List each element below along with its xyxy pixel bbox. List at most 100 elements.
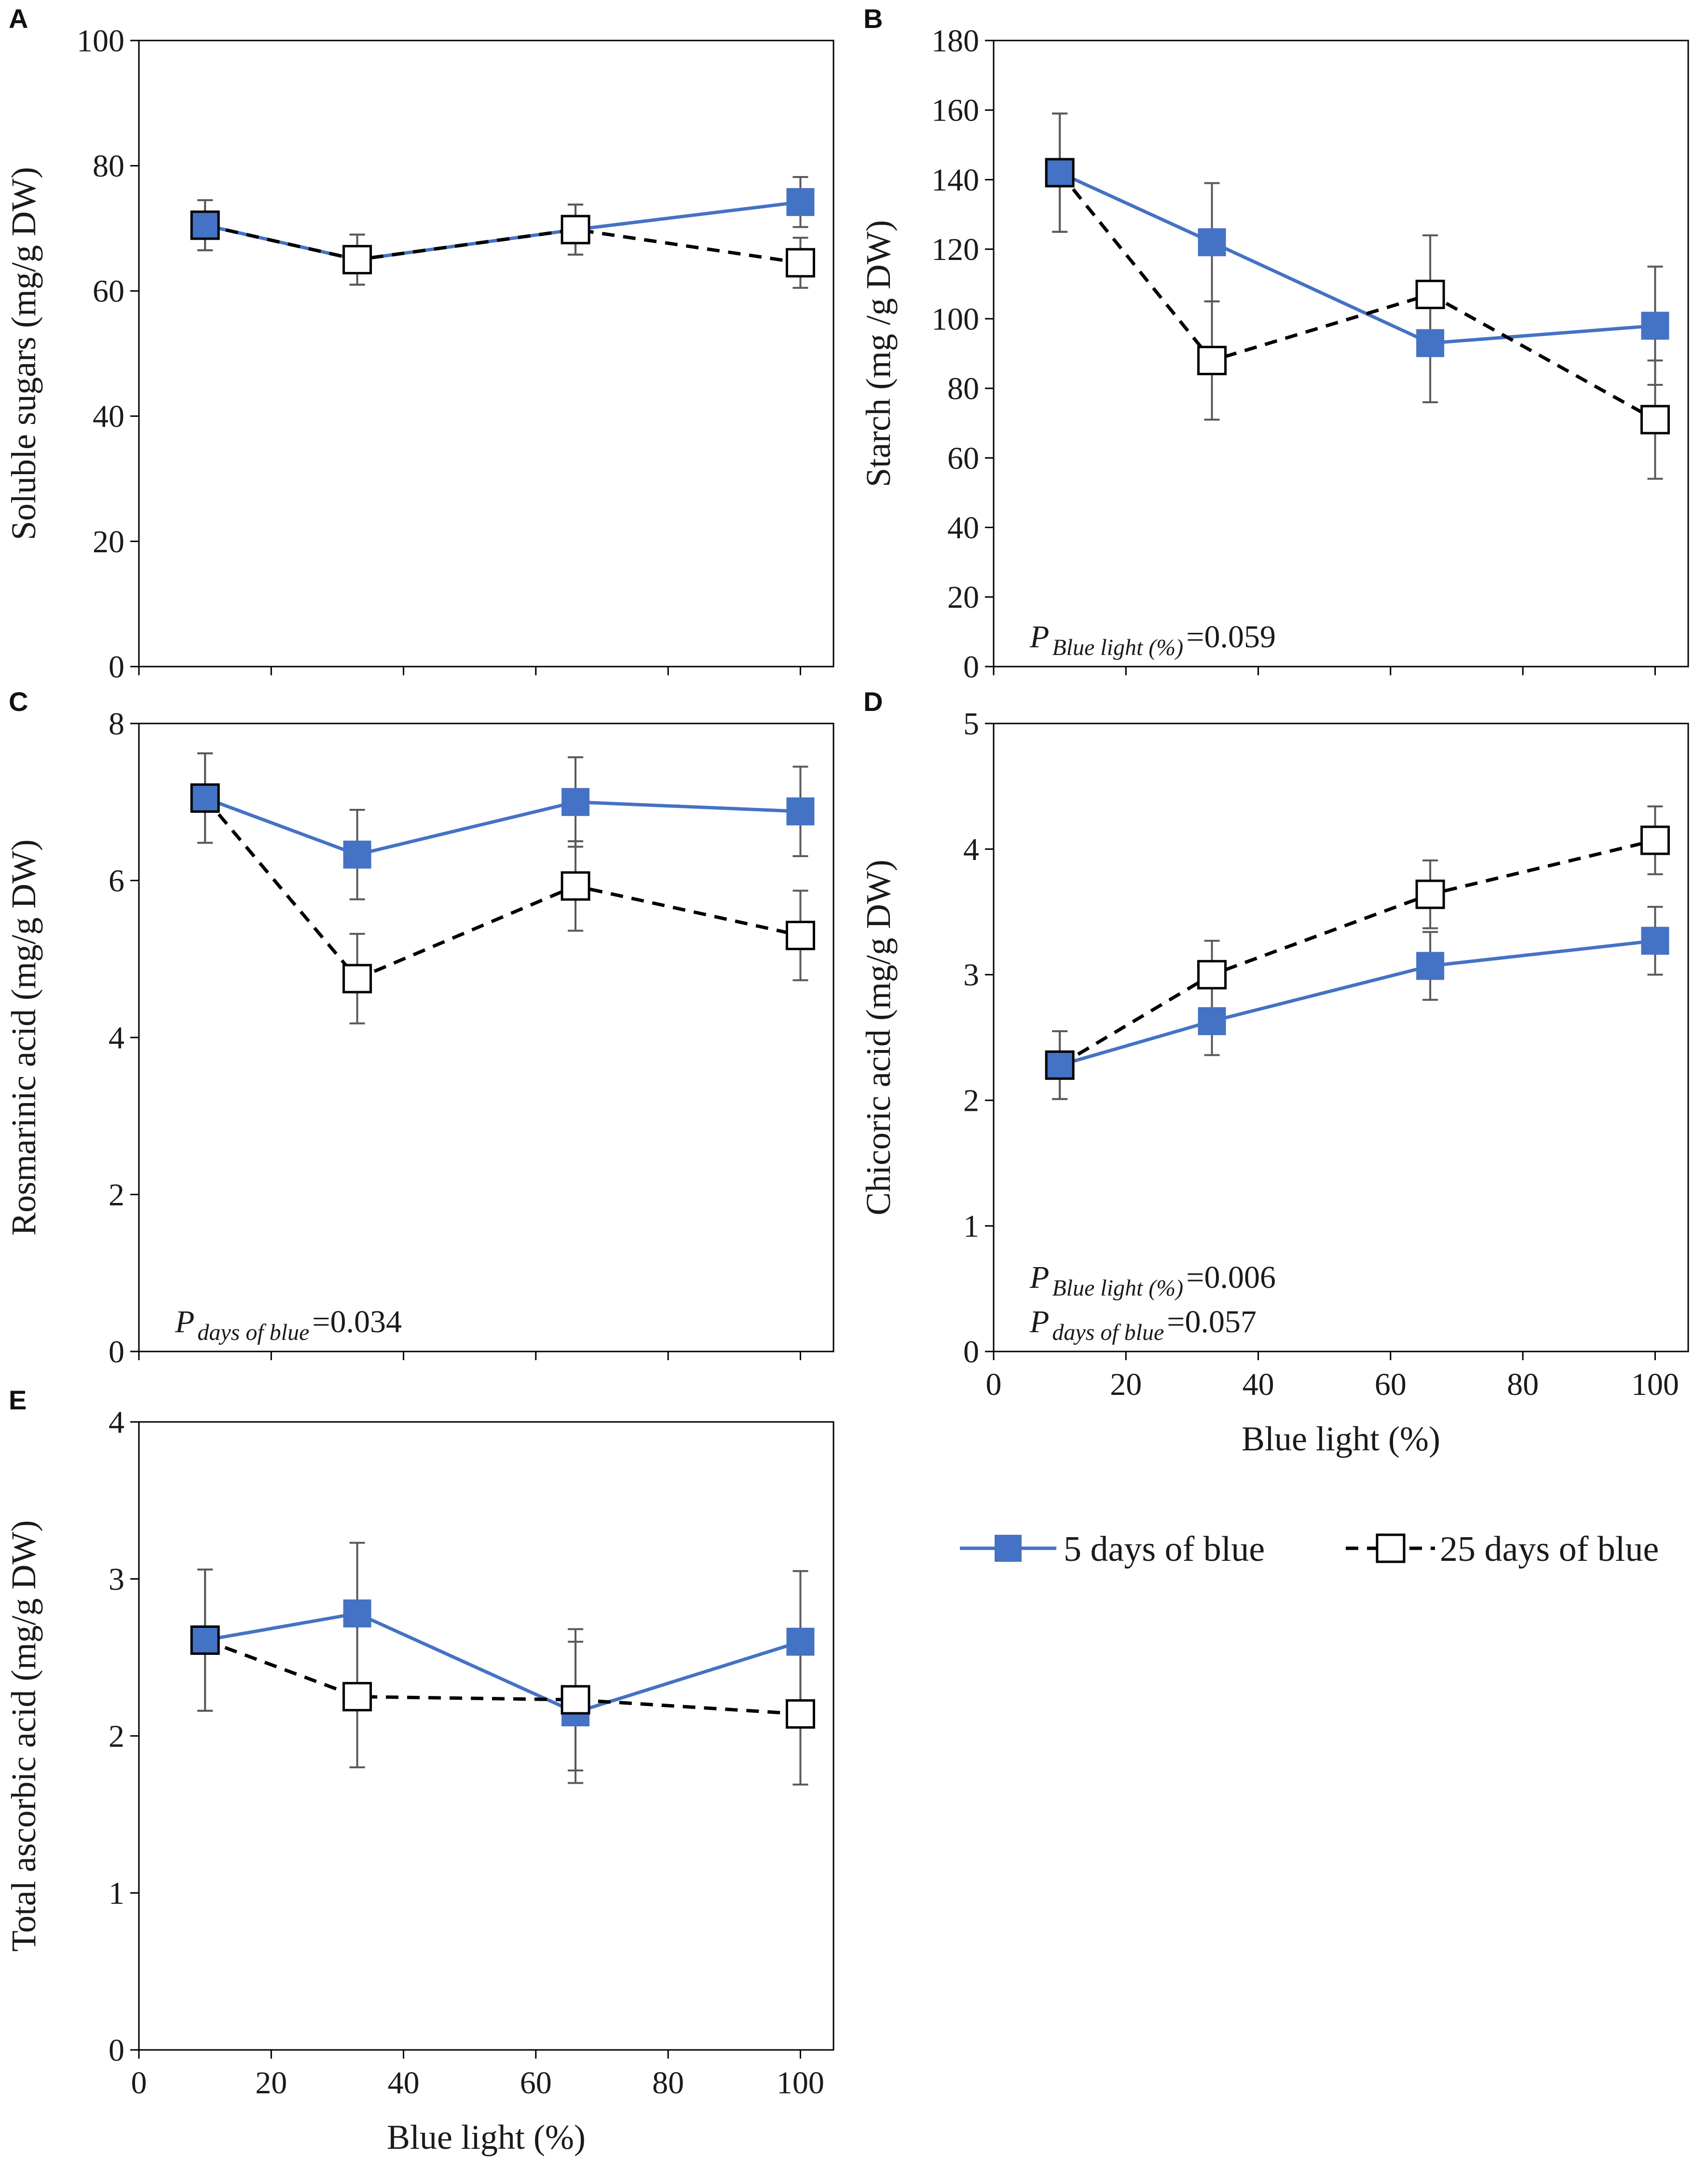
p-symbol: P: [1029, 1304, 1049, 1339]
p-value: =0.059: [1186, 619, 1276, 655]
panel-letter: B: [863, 3, 883, 34]
series-line-5-days: [204, 796, 801, 857]
p-value: =0.057: [1167, 1304, 1257, 1339]
point-5-days: [1198, 228, 1226, 257]
x-tick-label: 0: [986, 1367, 1002, 1402]
x-tick-label: 80: [652, 2065, 684, 2101]
y-tick-label: 0: [109, 2033, 124, 2068]
series-line-5-days: [1059, 171, 1655, 345]
point-5-days: [343, 840, 371, 869]
series-line-25-days: [1058, 171, 1656, 422]
x-tick-label: 40: [1243, 1367, 1274, 1402]
series-line-25-days: [204, 797, 801, 981]
p-subscript: Blue light (%): [1052, 635, 1183, 660]
y-tick-label: 180: [931, 23, 979, 58]
point-5-days: [1046, 159, 1074, 187]
y-tick-label: 140: [931, 163, 979, 198]
y-tick-label: 0: [109, 1334, 124, 1369]
point-25-days: [1197, 345, 1227, 375]
legend-marker-5-days: [995, 1535, 1022, 1562]
point-5-days: [191, 784, 219, 812]
y-tick-label: 3: [109, 1562, 124, 1597]
legend-label-5-days: 5 days of blue: [1064, 1529, 1265, 1569]
p-symbol: P: [1029, 619, 1049, 655]
y-axis-label: Rosmarinic acid (mg/g DW): [4, 839, 43, 1236]
point-25-days: [785, 248, 815, 278]
y-tick-label: 120: [931, 232, 979, 267]
y-axis-label: Starch (mg /g DW): [859, 220, 898, 487]
y-tick-label: 2: [963, 1083, 979, 1119]
point-25-days: [560, 871, 590, 901]
point-25-days: [1415, 879, 1445, 909]
y-tick-label: 1: [109, 1876, 124, 1911]
panel-b: 0 20 40 60 80 100 120 140 160 180 Starch (mg /g DW…: [859, 3, 1689, 684]
series-line-25-days: [204, 1638, 801, 1716]
point-25-days: [560, 1685, 590, 1715]
point-25-days: [342, 245, 372, 274]
y-axis-label: Total ascorbic acid (mg/g DW): [4, 1520, 43, 1952]
y-tick-label: 0: [963, 1334, 979, 1369]
y-axis-label: Chicoric acid (mg/g DW): [859, 860, 898, 1215]
y-tick-label: 20: [947, 580, 979, 615]
point-25-days: [1640, 825, 1670, 855]
panel-c: 0 2 4 6 8 Rosmarinic acid (mg/g DW) C P days of …: [4, 686, 834, 1369]
y-tick-label: 4: [109, 1405, 124, 1440]
plot-frame: [993, 723, 1689, 1352]
y-tick-label: 100: [931, 301, 979, 337]
point-25-days: [1045, 1050, 1075, 1080]
point-25-days: [785, 1699, 815, 1729]
point-25-days: [190, 1625, 220, 1655]
p-value-annotation: P Blue light (%)=0.006: [1029, 1260, 1276, 1301]
x-axis-label: Blue light (%): [387, 2118, 586, 2157]
point-5-days: [191, 1626, 219, 1654]
y-tick-label: 8: [109, 706, 124, 741]
series-line-25-days: [205, 223, 801, 265]
y-axis-label: Soluble sugars (mg/g DW): [4, 167, 43, 540]
y-tick-label: 20: [93, 524, 124, 560]
y-tick-label: 4: [963, 832, 979, 867]
legend-marker-25-days: [1376, 1533, 1406, 1563]
y-tick-label: 60: [947, 441, 979, 476]
p-subscript: days of blue: [1052, 1320, 1164, 1345]
x-tick-label: 40: [388, 2065, 420, 2101]
x-tick-label: 60: [1375, 1367, 1407, 1402]
x-tick-label: 0: [131, 2065, 147, 2101]
y-tick-label: 40: [93, 399, 124, 434]
point-5-days: [561, 788, 590, 816]
point-25-days: [1415, 279, 1445, 309]
y-tick-label: 3: [963, 957, 979, 993]
p-subscript: Blue light (%): [1052, 1275, 1183, 1301]
y-tick-label: 5: [963, 706, 979, 741]
y-tick-label: 40: [947, 510, 979, 546]
y-tick-label: 4: [109, 1020, 124, 1055]
p-symbol: P: [175, 1304, 194, 1339]
panel-letter: A: [9, 3, 28, 34]
point-25-days: [560, 215, 590, 245]
panel-a: 0 20 40 60 80 100 Soluble sugars (mg/g DW) A: [4, 3, 834, 684]
y-tick-label: 2: [109, 1719, 124, 1754]
point-25-days: [190, 210, 220, 240]
series-line-5-days: [1059, 939, 1655, 1067]
x-tick-label: 80: [1507, 1367, 1539, 1402]
point-5-days: [1416, 329, 1445, 357]
panel-d: 0 1 2 3 4 5 0 20 40 60 80 100 Chicoric acid (mg/g DW…: [859, 686, 1689, 1458]
y-tick-label: 0: [109, 649, 124, 684]
y-tick-label: 80: [93, 149, 124, 184]
y-tick-label: 1: [963, 1209, 979, 1244]
p-subscript: days of blue: [197, 1320, 309, 1345]
point-25-days: [190, 783, 220, 813]
point-25-days: [342, 1682, 372, 1712]
y-tick-label: 100: [77, 23, 124, 58]
panel-letter: C: [9, 686, 28, 717]
point-5-days: [191, 211, 219, 239]
point-25-days: [1197, 960, 1227, 990]
plot-frame: [138, 40, 834, 668]
plot-frame: [993, 40, 1689, 668]
x-tick-label: 60: [520, 2065, 552, 2101]
p-value: =0.034: [312, 1304, 402, 1339]
point-25-days: [342, 964, 372, 994]
point-5-days: [1416, 952, 1445, 980]
